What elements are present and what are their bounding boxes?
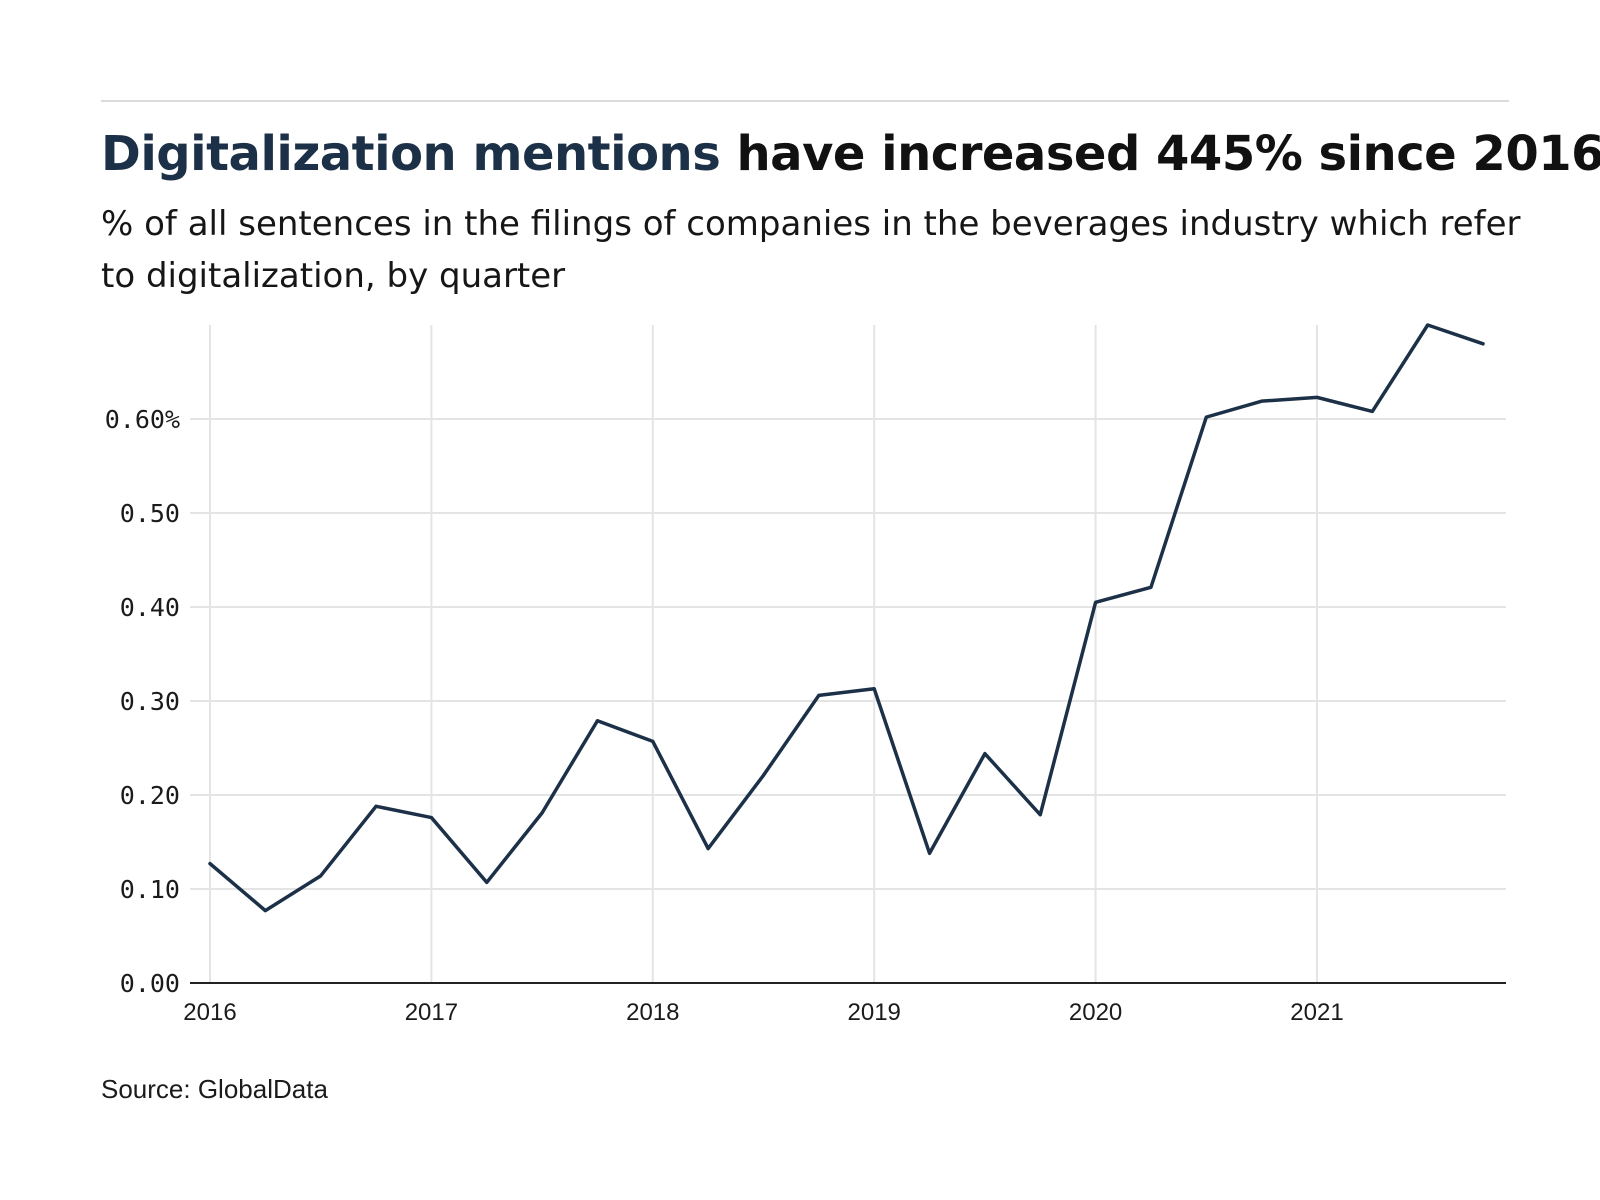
y-tick-label: 0.40 (120, 593, 180, 622)
chart-title-rest: have increased 445% since 2016 (720, 126, 1600, 182)
data-point (1260, 399, 1264, 403)
y-tick-label: 0.60% (105, 405, 180, 434)
data-point (1149, 585, 1153, 589)
y-tick-label: 0.30 (120, 687, 180, 716)
chart-subtitle: % of all sentences in the filings of com… (101, 204, 1521, 296)
data-point (485, 880, 489, 884)
data-point (762, 773, 765, 777)
x-tick-label: 2016 (183, 999, 236, 1026)
data-point (706, 847, 710, 851)
data-point (263, 909, 267, 913)
data-point (595, 719, 599, 723)
chart-title: Digitalization mentions have increased 4… (101, 124, 1600, 184)
y-tick-label: 0.20 (120, 781, 180, 810)
x-tick-label: 2018 (626, 999, 679, 1026)
horizontal-gridlines (190, 418, 1506, 890)
data-point (1094, 600, 1098, 604)
data-point (872, 687, 876, 691)
y-tick-label: 0.00 (120, 969, 180, 998)
vertical-gridlines (209, 325, 1318, 983)
data-point (208, 862, 212, 866)
data-point (1370, 409, 1374, 413)
data-point (319, 874, 323, 878)
data-point (1204, 415, 1208, 419)
series-group (208, 323, 1485, 913)
data-point (1315, 395, 1319, 399)
data-point (1038, 813, 1042, 817)
source-note: Source: GlobalData (101, 1074, 328, 1104)
x-tick-label: 2019 (848, 999, 901, 1026)
data-point (1426, 323, 1430, 327)
x-tick-label: 2021 (1290, 999, 1343, 1026)
x-axis-labels: 2016 2017 2018 2019 2020 2021 (183, 999, 1343, 1026)
top-divider (101, 100, 1509, 102)
data-point (817, 693, 821, 697)
data-point (983, 752, 987, 756)
y-axis-labels: 0.00 0.10 0.20 0.30 0.40 0.50 0.60% (105, 405, 180, 998)
x-tick-label: 2020 (1069, 999, 1122, 1026)
data-point (928, 851, 932, 855)
series-line (208, 323, 1485, 913)
x-tick-label: 2017 (405, 999, 458, 1026)
y-tick-label: 0.10 (120, 875, 180, 904)
y-tick-label: 0.50 (120, 499, 180, 528)
chart-title-highlight: Digitalization mentions (101, 126, 721, 182)
data-point (429, 816, 433, 820)
data-point (651, 739, 655, 743)
data-point (1481, 342, 1485, 346)
data-point (374, 804, 378, 808)
data-point (540, 811, 544, 815)
